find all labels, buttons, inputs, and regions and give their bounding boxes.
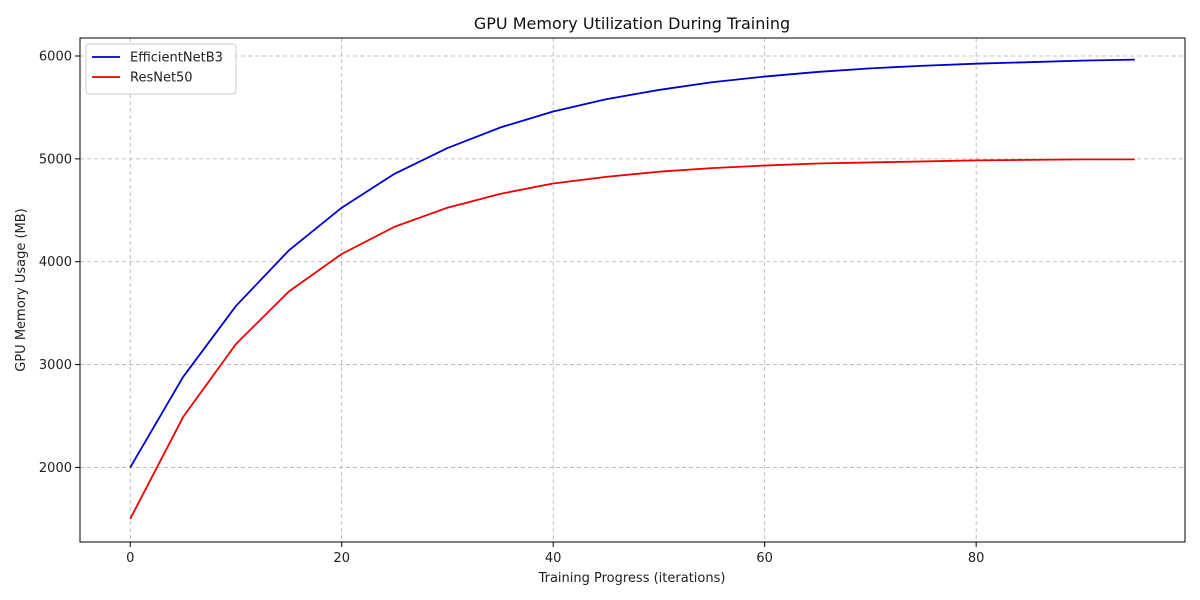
legend-box	[85, 43, 237, 95]
y-tick-label: 2000	[39, 461, 72, 476]
series-layer	[129, 58, 1135, 520]
y-tick-label: 6000	[39, 50, 72, 65]
y-tick-label: 5000	[39, 152, 72, 167]
grid	[80, 38, 1185, 542]
x-tick-label: 0	[126, 551, 134, 566]
x-tick-label: 20	[333, 551, 350, 566]
y-tick-label: 3000	[39, 358, 72, 373]
y-tick-label: 4000	[39, 255, 72, 270]
legend-label: ResNet50	[130, 71, 193, 86]
x-axis-label: Training Progress (iterations)	[538, 571, 726, 586]
y-axis: 2000 3000 4000 5000 6000	[39, 50, 80, 476]
x-axis: 0 20 40 60 80	[126, 542, 984, 566]
y-axis-label: GPU Memory Usage (MB)	[14, 208, 29, 371]
x-tick-label: 60	[756, 551, 773, 566]
legend: EfficientNetB3 ResNet50	[85, 43, 237, 95]
plot-frame	[79, 37, 1186, 543]
chart-title: GPU Memory Utilization During Training	[474, 14, 790, 33]
legend-label: EfficientNetB3	[130, 51, 223, 66]
series-line-efficientnetb3	[129, 58, 1135, 468]
series-line-resnet50	[129, 158, 1135, 520]
x-tick-label: 40	[545, 551, 562, 566]
x-tick-label: 80	[968, 551, 985, 566]
